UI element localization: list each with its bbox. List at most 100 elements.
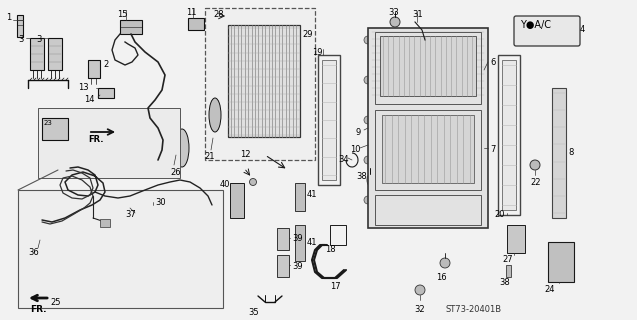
Text: 20: 20 xyxy=(494,210,505,219)
Text: 39: 39 xyxy=(292,262,303,271)
Bar xyxy=(188,18,204,30)
Bar xyxy=(295,183,305,211)
Bar xyxy=(506,265,511,277)
Bar xyxy=(277,255,289,277)
Bar xyxy=(18,190,223,308)
Text: 4: 4 xyxy=(580,25,585,34)
Text: 41: 41 xyxy=(307,238,317,247)
Text: 9: 9 xyxy=(356,128,361,137)
Text: FR.: FR. xyxy=(30,305,47,314)
Bar xyxy=(38,108,180,178)
Text: 37: 37 xyxy=(125,210,136,219)
Bar xyxy=(507,225,525,253)
Bar xyxy=(120,20,142,34)
Bar xyxy=(48,38,62,70)
Text: ST73-20401B: ST73-20401B xyxy=(446,305,502,314)
Text: 11: 11 xyxy=(186,8,196,17)
Text: 33: 33 xyxy=(388,8,399,17)
Bar xyxy=(330,225,346,245)
Ellipse shape xyxy=(364,196,372,204)
Text: 17: 17 xyxy=(330,282,341,291)
Bar xyxy=(552,88,566,218)
Bar xyxy=(368,28,488,228)
Bar xyxy=(375,110,481,190)
Ellipse shape xyxy=(364,76,372,84)
Bar xyxy=(42,118,68,140)
Text: 1: 1 xyxy=(6,13,11,22)
Bar xyxy=(382,115,474,183)
Text: 8: 8 xyxy=(568,148,573,157)
Text: 28: 28 xyxy=(213,10,224,19)
Text: 29: 29 xyxy=(302,30,313,39)
Bar xyxy=(88,60,100,78)
Ellipse shape xyxy=(175,129,189,167)
Text: 19: 19 xyxy=(312,48,322,57)
Bar xyxy=(98,88,114,98)
Bar xyxy=(230,183,244,218)
Bar xyxy=(380,36,476,96)
Text: 3: 3 xyxy=(36,35,41,44)
Text: 18: 18 xyxy=(325,245,336,254)
Bar xyxy=(30,38,44,70)
Text: 16: 16 xyxy=(436,273,447,282)
Text: 13: 13 xyxy=(78,83,89,92)
Ellipse shape xyxy=(364,36,372,44)
Ellipse shape xyxy=(148,201,156,209)
FancyBboxPatch shape xyxy=(514,16,580,46)
Text: 38: 38 xyxy=(356,172,367,181)
Ellipse shape xyxy=(65,163,75,173)
Bar xyxy=(228,25,300,137)
Ellipse shape xyxy=(415,285,425,295)
Text: 41: 41 xyxy=(307,190,317,199)
Text: 6: 6 xyxy=(490,58,496,67)
Text: Y●A/C: Y●A/C xyxy=(520,20,551,30)
Ellipse shape xyxy=(390,17,400,27)
Bar xyxy=(375,32,481,104)
Text: 12: 12 xyxy=(240,150,250,159)
Ellipse shape xyxy=(153,157,163,167)
Text: 25: 25 xyxy=(50,298,61,307)
Text: 39: 39 xyxy=(292,234,303,243)
Text: 2: 2 xyxy=(103,60,108,69)
Ellipse shape xyxy=(250,179,257,186)
Ellipse shape xyxy=(367,174,373,186)
Bar xyxy=(318,55,340,185)
Bar xyxy=(205,8,315,160)
Ellipse shape xyxy=(530,160,540,170)
Text: 38: 38 xyxy=(499,278,510,287)
Ellipse shape xyxy=(209,98,221,132)
Ellipse shape xyxy=(32,214,44,226)
Bar xyxy=(375,195,481,225)
Text: 3: 3 xyxy=(18,35,24,44)
Bar xyxy=(498,55,520,215)
Text: 23: 23 xyxy=(44,120,53,126)
Ellipse shape xyxy=(364,156,372,164)
Ellipse shape xyxy=(207,202,217,212)
Bar xyxy=(100,219,110,227)
Text: 26: 26 xyxy=(170,168,181,177)
Text: 14: 14 xyxy=(84,95,94,104)
Text: 15: 15 xyxy=(117,10,127,19)
Text: FR.: FR. xyxy=(88,135,103,144)
Text: 24: 24 xyxy=(544,285,554,294)
Bar xyxy=(17,15,23,37)
Text: 35: 35 xyxy=(248,308,259,317)
Text: 7: 7 xyxy=(490,145,496,154)
Text: 32: 32 xyxy=(414,305,425,314)
Ellipse shape xyxy=(440,258,450,268)
Text: 27: 27 xyxy=(502,255,513,264)
Text: 22: 22 xyxy=(530,178,541,187)
Text: 31: 31 xyxy=(412,10,422,19)
Text: 30: 30 xyxy=(155,198,166,207)
Text: 10: 10 xyxy=(350,145,361,154)
Bar xyxy=(322,60,336,180)
Bar xyxy=(277,228,289,250)
Text: 34: 34 xyxy=(338,155,348,164)
Bar xyxy=(295,225,305,261)
Text: 36: 36 xyxy=(28,248,39,257)
Bar xyxy=(502,60,516,210)
Text: 40: 40 xyxy=(220,180,231,189)
Text: 21: 21 xyxy=(204,152,215,161)
Ellipse shape xyxy=(364,116,372,124)
Bar xyxy=(548,242,574,282)
